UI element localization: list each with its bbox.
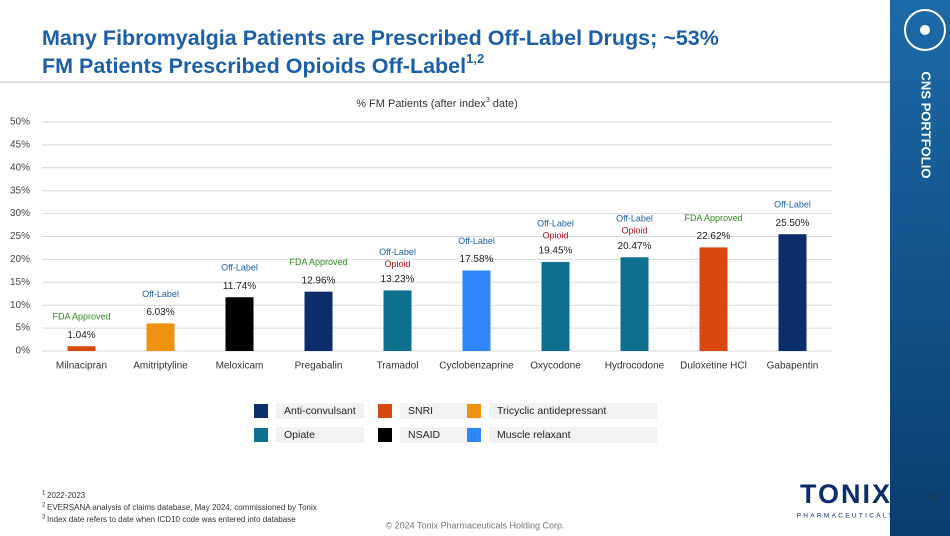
- bar: [304, 291, 333, 351]
- legend-field: [489, 427, 657, 443]
- copyright: © 2024 Tonix Pharmaceuticals Holding Cor…: [385, 520, 564, 530]
- x-tick-label: Milnacipran: [56, 361, 107, 372]
- legend-label: Tricyclic antidepressant: [497, 405, 606, 417]
- bar: [225, 297, 254, 351]
- bar: [146, 323, 175, 351]
- logo-tagline: PHARMACEUTICALS: [797, 513, 896, 520]
- bar: [620, 257, 649, 351]
- y-tick-label: 45%: [10, 140, 30, 151]
- neuron-icon: [904, 9, 946, 51]
- y-tick-label: 30%: [10, 208, 30, 219]
- x-tick-label: Tramadol: [377, 361, 419, 372]
- footnote-text: EVERSANA analysis of claims database, Ma…: [47, 503, 317, 512]
- side-band: [890, 0, 950, 536]
- legend-field: [400, 427, 478, 443]
- status-label: Off-Label: [616, 214, 653, 224]
- bar: [383, 290, 412, 351]
- status-label: Off-Label: [458, 236, 495, 246]
- bar: [541, 261, 570, 351]
- legend-label: NSAID: [408, 429, 441, 441]
- status-label: FDA Approved: [684, 213, 742, 223]
- chart-title-sup: 3: [486, 97, 490, 104]
- y-tick-label: 40%: [10, 162, 30, 173]
- value-label: 19.45%: [539, 246, 573, 257]
- status-label: Off-Label: [221, 263, 258, 273]
- y-tick-label: 0%: [16, 346, 31, 357]
- neuron-icon-core: [920, 25, 930, 35]
- legend-swatch: [254, 404, 268, 418]
- logo-name: TONIX: [800, 479, 892, 509]
- footnote-mark: 3: [42, 515, 46, 521]
- y-tick-label: 50%: [10, 117, 30, 128]
- opioid-label: Opioid: [384, 259, 410, 269]
- bar: [778, 234, 807, 351]
- x-tick-label: Pregabalin: [295, 361, 343, 372]
- legend-swatch: [467, 404, 481, 418]
- legend: Anti-convulsant SNRI Tricyclic antidepress…: [254, 403, 657, 443]
- y-tick-label: 20%: [10, 254, 30, 265]
- legend-field: [489, 403, 657, 419]
- y-tick-label: 5%: [16, 323, 31, 334]
- title-line: Many Fibromyalgia Patients are Prescribe…: [42, 26, 719, 50]
- legend-label: Muscle relaxant: [497, 429, 571, 441]
- x-tick-label: Hydrocodone: [605, 361, 665, 372]
- legend-swatch: [467, 428, 481, 442]
- x-tick-label: Gabapentin: [767, 361, 819, 372]
- legend-field: [276, 403, 364, 419]
- slide-title: Many Fibromyalgia Patients are Prescribe…: [42, 26, 719, 50]
- status-label: Off-Label: [379, 247, 416, 257]
- chart-title-text: % FM Patients (after index: [356, 98, 486, 110]
- x-tick-label: Cyclobenzaprine: [439, 361, 514, 372]
- chart-title-text: date): [493, 98, 518, 110]
- slide-title: FM Patients Prescribed Opioids Off-Label…: [42, 51, 484, 77]
- value-label: 22.62%: [697, 231, 731, 242]
- y-tick-label: 10%: [10, 300, 30, 311]
- side-label: CNS PORTFOLIO: [919, 72, 934, 179]
- x-tick-label: Oxycodone: [530, 361, 581, 372]
- bar: [67, 346, 96, 351]
- footnote-text: Index date refers to date when ICD10 cod…: [47, 515, 296, 524]
- value-label: 13.23%: [381, 274, 415, 285]
- value-label: 1.04%: [67, 330, 95, 341]
- legend-swatch: [378, 404, 392, 418]
- x-tick-label: Meloxicam: [216, 361, 264, 372]
- legend-field: [276, 427, 364, 443]
- x-tick-label: Amitriptyline: [133, 361, 188, 372]
- footnote-mark: 1: [42, 491, 46, 497]
- legend-swatch: [254, 428, 268, 442]
- legend-swatch: [378, 428, 392, 442]
- title-line: FM Patients Prescribed Opioids Off-Label: [42, 54, 466, 78]
- bar: [462, 270, 491, 351]
- legend-field: [400, 403, 478, 419]
- value-label: 20.47%: [618, 241, 652, 252]
- chart-title: % FM Patients (after index3 date): [356, 97, 518, 110]
- status-label: Off-Label: [774, 200, 811, 210]
- x-tick-label: Duloxetine HCl: [680, 361, 747, 372]
- bar: [699, 247, 728, 351]
- legend-label: Opiate: [284, 429, 315, 441]
- opioid-label: Opioid: [621, 226, 647, 236]
- title-sup: 1,2: [466, 51, 484, 66]
- value-label: 25.50%: [776, 218, 810, 229]
- footnote-mark: 2: [42, 503, 46, 509]
- legend-label: Anti-convulsant: [284, 405, 356, 417]
- status-label: FDA Approved: [52, 312, 110, 322]
- y-tick-label: 25%: [10, 231, 30, 242]
- y-tick-label: 15%: [10, 277, 30, 288]
- value-label: 12.96%: [302, 275, 336, 286]
- status-label: Off-Label: [142, 289, 179, 299]
- value-label: 17.58%: [460, 254, 494, 265]
- value-label: 6.03%: [146, 307, 174, 318]
- value-label: 11.74%: [223, 281, 256, 292]
- status-label: Off-Label: [537, 218, 574, 228]
- y-tick-label: 35%: [10, 185, 30, 196]
- page-number: 49: [928, 491, 938, 501]
- opioid-label: Opioid: [542, 230, 568, 240]
- status-label: FDA Approved: [289, 257, 347, 267]
- footnote-text: 2022-2023: [47, 491, 86, 500]
- legend-label: SNRI: [408, 405, 433, 417]
- plot: 0% 5% 10% 15% 20% 25% 30% 35% 40% 45% 50% Milnacipr…: [10, 117, 832, 372]
